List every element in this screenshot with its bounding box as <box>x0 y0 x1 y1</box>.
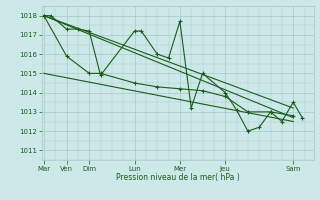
X-axis label: Pression niveau de la mer( hPa ): Pression niveau de la mer( hPa ) <box>116 173 239 182</box>
